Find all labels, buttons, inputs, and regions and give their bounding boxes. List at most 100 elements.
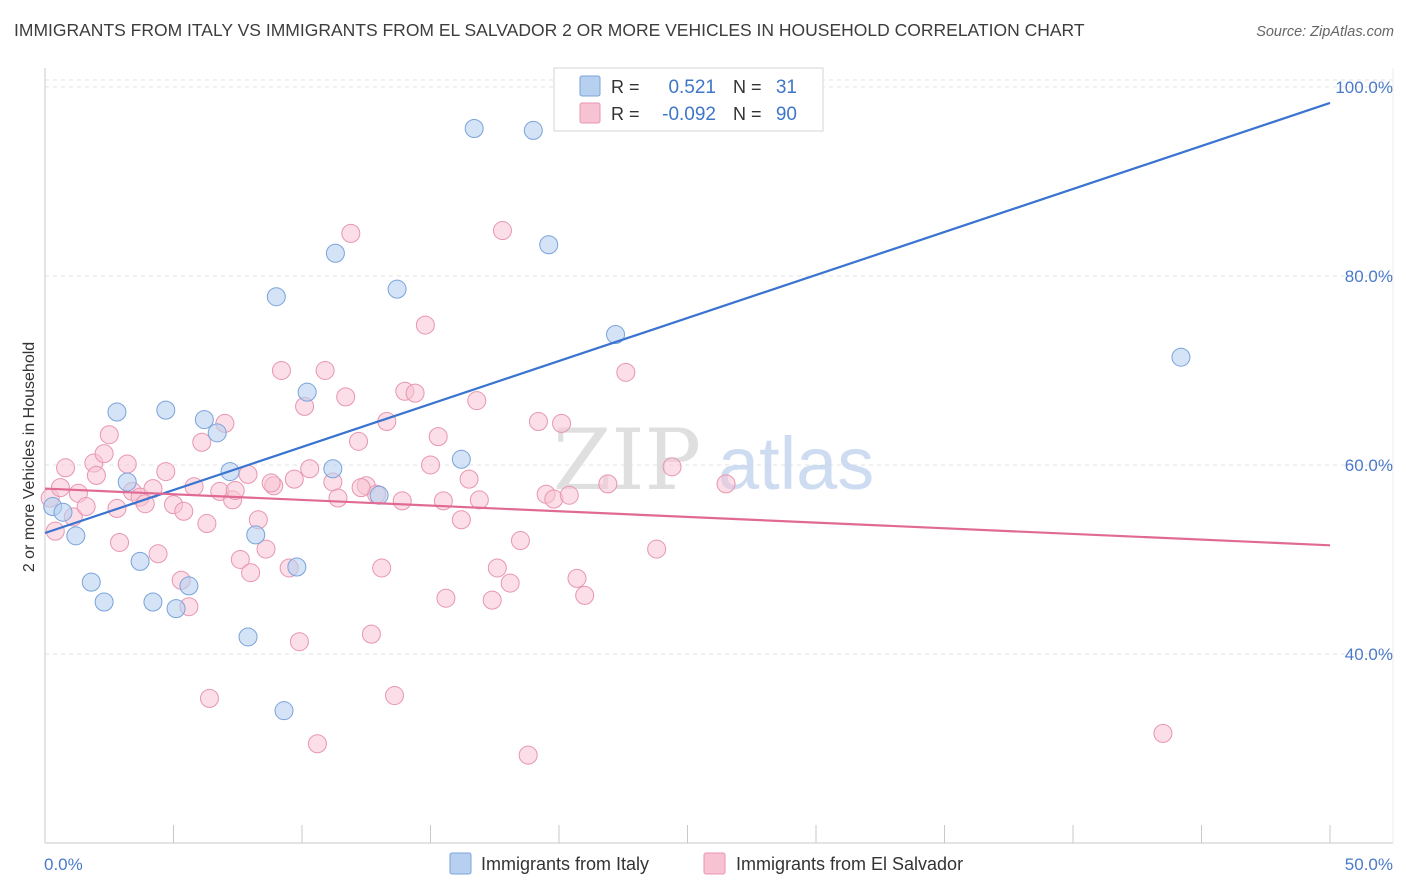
elsalvador-point-32 <box>241 563 261 583</box>
elsalvador-point-46 <box>341 223 361 243</box>
italy-point-15 <box>238 627 258 647</box>
top-legend: R = 0.521 N = 31 R = -0.092 N = 90 <box>553 67 824 132</box>
chart-title: IMMIGRANTS FROM ITALY VS IMMIGRANTS FROM… <box>14 20 1085 40</box>
x-tick-label-min: 0.0% <box>44 855 83 874</box>
elsalvador-point-88 <box>415 315 435 335</box>
elsalvador-point-56 <box>421 455 440 475</box>
bottom-legend-label-elsalvador: Immigrants from El Salvador <box>736 854 963 874</box>
elsalvador-point-19 <box>156 462 176 482</box>
elsalvador-point-47 <box>349 431 369 451</box>
y-tick-label-0: 40.0% <box>1345 645 1393 664</box>
legend-swatch-elsalvador <box>579 102 601 124</box>
elsalvador-point-71 <box>552 413 572 433</box>
italy-point-7 <box>130 551 150 571</box>
elsalvador-point-62 <box>467 391 487 411</box>
legend-n-label-1: N = <box>733 77 762 97</box>
elsalvador-point-53 <box>392 491 412 511</box>
elsalvador-point-57 <box>428 427 448 447</box>
elsalvador-point-79 <box>716 474 736 494</box>
elsalvador-point-45 <box>336 387 356 407</box>
elsalvador-point-9 <box>94 444 114 464</box>
italy-point-18 <box>274 701 294 721</box>
elsalvador-point-25 <box>197 514 217 534</box>
elsalvador-point-44 <box>328 488 348 508</box>
elsalvador-point-81 <box>351 478 371 498</box>
x-tick-label-max: 50.0% <box>1345 855 1393 874</box>
elsalvador-point-26 <box>199 688 219 708</box>
elsalvador-point-52 <box>385 686 405 706</box>
italy-point-17 <box>266 287 286 307</box>
elsalvador-point-78 <box>662 457 682 477</box>
italy-point-20 <box>297 382 317 402</box>
elsalvador-point-12 <box>110 532 130 552</box>
bottom-legend-swatch-elsalvador <box>703 852 726 875</box>
y-axis-label: 2 or more Vehicles in Household <box>21 342 38 572</box>
legend-n-value-italy: 31 <box>776 77 797 98</box>
legend-r-label-2: R = <box>611 104 640 124</box>
legend-swatch-italy <box>579 75 601 97</box>
italy-point-27 <box>523 120 543 140</box>
elsalvador-point-83 <box>261 473 281 493</box>
elsalvador-point-84 <box>469 490 489 510</box>
elsalvador-trend-line <box>44 487 1331 547</box>
elsalvador-point-34 <box>256 539 276 559</box>
italy-point-1 <box>53 502 73 522</box>
elsalvador-point-86 <box>225 480 245 500</box>
watermark: ZIP atlas <box>553 411 874 509</box>
elsalvador-point-3 <box>56 458 76 478</box>
italy-point-6 <box>117 472 137 492</box>
elsalvador-point-13 <box>117 454 137 474</box>
bottom-legend-label-italy: Immigrants from Italy <box>481 854 649 874</box>
legend-r-value-elsalvador: -0.092 <box>662 104 716 125</box>
legend-n-label-2: N = <box>733 104 762 124</box>
italy-point-12 <box>194 410 214 430</box>
elsalvador-point-85 <box>500 573 520 593</box>
elsalvador-point-40 <box>300 459 320 479</box>
italy-trend-line <box>44 101 1331 535</box>
legend-n-value-elsalvador: 90 <box>776 104 797 125</box>
elsalvador-point-65 <box>492 221 512 241</box>
elsalvador-point-73 <box>567 568 587 588</box>
y-tick-label-1: 60.0% <box>1345 456 1393 475</box>
elsalvador-point-87 <box>361 624 381 644</box>
y-tick-label-3: 100.0% <box>1335 78 1393 97</box>
italy-point-24 <box>387 279 407 299</box>
elsalvador-point-68 <box>528 411 548 431</box>
elsalvador-point-67 <box>518 745 538 765</box>
elsalvador-point-63 <box>482 590 502 610</box>
gridlines <box>44 68 1394 844</box>
elsalvador-point-59 <box>436 588 456 608</box>
italy-point-22 <box>325 243 345 263</box>
series-elsalvador-points <box>40 221 1173 765</box>
italy-point-29 <box>606 325 626 345</box>
elsalvador-point-76 <box>616 362 636 382</box>
italy-point-9 <box>156 400 176 420</box>
elsalvador-point-41 <box>307 734 327 754</box>
italy-point-11 <box>179 576 199 596</box>
italy-point-8 <box>143 592 163 612</box>
elsalvador-point-50 <box>372 558 392 578</box>
elsalvador-point-2 <box>50 478 70 498</box>
elsalvador-point-66 <box>510 531 530 551</box>
y-tick-labels: 40.0% 60.0% 80.0% 100.0% <box>1335 78 1393 664</box>
bottom-legend-swatch-italy <box>449 852 472 875</box>
elsalvador-point-64 <box>487 558 507 578</box>
y-tick-label-2: 80.0% <box>1345 267 1393 286</box>
elsalvador-point-42 <box>315 360 335 380</box>
italy-point-4 <box>94 592 114 612</box>
italy-point-23 <box>369 485 389 505</box>
elsalvador-point-8 <box>86 465 106 485</box>
chart-source: Source: ZipAtlas.com <box>1256 24 1394 40</box>
italy-point-16 <box>246 525 266 545</box>
italy-point-19 <box>287 557 307 577</box>
italy-point-26 <box>464 118 484 138</box>
bottom-legend: Immigrants from Italy Immigrants from El… <box>449 852 963 875</box>
elsalvador-point-39 <box>289 632 309 652</box>
elsalvador-point-60 <box>451 510 471 530</box>
elsalvador-point-24 <box>192 432 212 452</box>
elsalvador-point-61 <box>459 469 479 489</box>
elsalvador-point-18 <box>148 544 168 564</box>
italy-point-5 <box>107 402 127 422</box>
elsalvador-point-77 <box>647 539 667 559</box>
